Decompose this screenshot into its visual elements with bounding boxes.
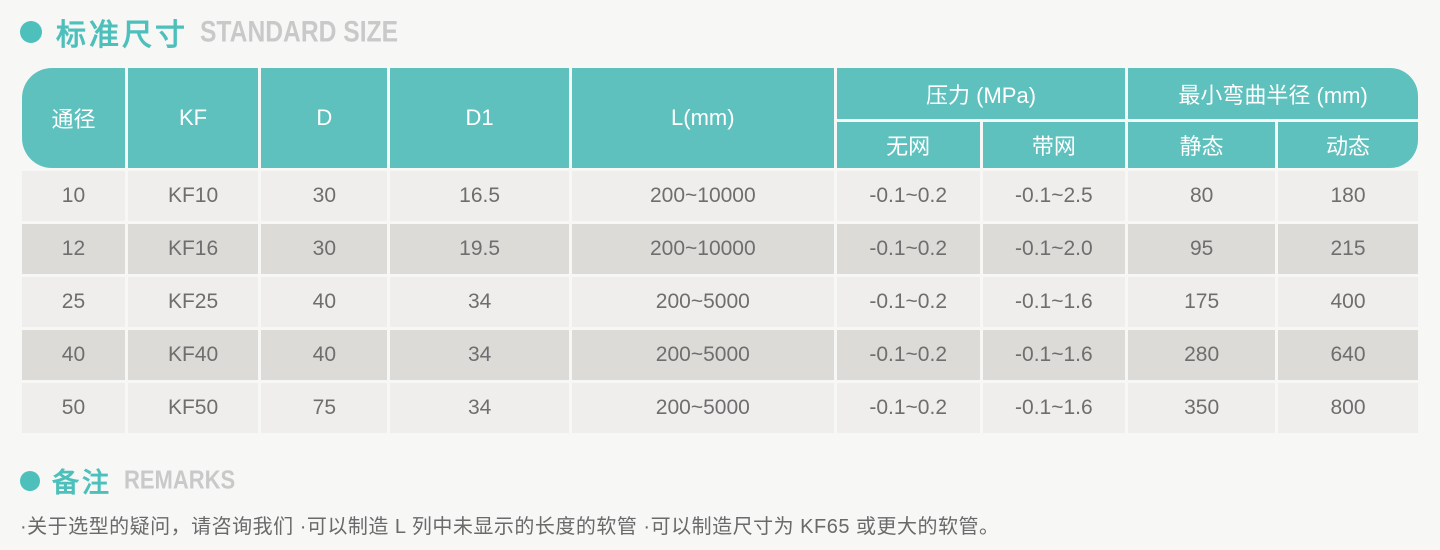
cell-d1: 19.5 <box>390 224 569 274</box>
cell-bend-static: 175 <box>1128 277 1276 327</box>
header-group-min-bend-radius: 最小弯曲半径 (mm) <box>1128 68 1418 119</box>
cell-bend-static: 95 <box>1128 224 1276 274</box>
cell-d: 30 <box>261 224 388 274</box>
cell-pressure-with-mesh: -0.1~2.5 <box>982 171 1126 221</box>
header-diameter: 通径 <box>22 68 125 168</box>
cell-l: 200~5000 <box>571 277 834 327</box>
header-kf: KF <box>127 68 259 168</box>
table-row: 25 KF25 40 34 200~5000 -0.1~0.2 -0.1~1.6… <box>22 277 1418 327</box>
cell-l: 200~5000 <box>571 330 834 380</box>
cell-diameter: 40 <box>22 330 125 380</box>
header-l: L(mm) <box>571 68 834 168</box>
cell-bend-dynamic: 400 <box>1278 277 1418 327</box>
cell-kf: KF16 <box>127 224 259 274</box>
cell-diameter: 50 <box>22 383 125 433</box>
cell-pressure-with-mesh: -0.1~1.6 <box>982 330 1126 380</box>
remarks-note: ·关于选型的疑问，请咨询我们 ·可以制造 L 列中未显示的长度的软管 ·可以制造… <box>20 516 1000 538</box>
cell-l: 200~5000 <box>571 383 834 433</box>
cell-l: 200~10000 <box>571 224 834 274</box>
header-group-pressure: 压力 (MPa) <box>836 68 1126 119</box>
header-no-mesh: 无网 <box>836 122 980 168</box>
cell-d1: 34 <box>390 277 569 327</box>
cell-d: 30 <box>261 171 388 221</box>
cell-d: 40 <box>261 277 388 327</box>
cell-bend-static: 280 <box>1128 330 1276 380</box>
cell-d: 75 <box>261 383 388 433</box>
cell-d1: 34 <box>390 383 569 433</box>
cell-d: 40 <box>261 330 388 380</box>
cell-pressure-no-mesh: -0.1~0.2 <box>836 330 980 380</box>
cell-pressure-no-mesh: -0.1~0.2 <box>836 277 980 327</box>
standard-size-title-zh: 标准尺寸 <box>56 19 188 52</box>
remarks-heading: 备注 REMARKS <box>0 461 1440 500</box>
cell-bend-static: 350 <box>1128 383 1276 433</box>
cell-bend-dynamic: 800 <box>1278 383 1418 433</box>
cell-diameter: 10 <box>22 171 125 221</box>
cell-kf: KF50 <box>127 383 259 433</box>
cell-bend-dynamic: 640 <box>1278 330 1418 380</box>
table-row: 10 KF10 30 16.5 200~10000 -0.1~0.2 -0.1~… <box>22 171 1418 221</box>
cell-pressure-with-mesh: -0.1~1.6 <box>982 383 1126 433</box>
header-static: 静态 <box>1128 122 1276 168</box>
cell-bend-dynamic: 180 <box>1278 171 1418 221</box>
standard-size-heading: 标准尺寸 STANDARD SIZE <box>0 0 1440 54</box>
header-with-mesh: 带网 <box>982 122 1126 168</box>
standard-size-title-en: STANDARD SIZE <box>200 15 399 48</box>
cell-kf: KF40 <box>127 330 259 380</box>
bullet-icon <box>20 21 42 43</box>
table-row: 12 KF16 30 19.5 200~10000 -0.1~0.2 -0.1~… <box>22 224 1418 274</box>
remarks-title-zh: 备注 <box>52 468 112 498</box>
standard-size-table: 通径 KF D D1 L(mm) 压力 (MPa) 最小弯曲半径 (mm) 无网… <box>19 65 1421 436</box>
table-row: 40 KF40 40 34 200~5000 -0.1~0.2 -0.1~1.6… <box>22 330 1418 380</box>
cell-diameter: 25 <box>22 277 125 327</box>
cell-pressure-no-mesh: -0.1~0.2 <box>836 224 980 274</box>
cell-pressure-no-mesh: -0.1~0.2 <box>836 171 980 221</box>
cell-pressure-with-mesh: -0.1~2.0 <box>982 224 1126 274</box>
header-dynamic: 动态 <box>1278 122 1418 168</box>
table-row: 50 KF50 75 34 200~5000 -0.1~0.2 -0.1~1.6… <box>22 383 1418 433</box>
cell-bend-dynamic: 215 <box>1278 224 1418 274</box>
cell-pressure-no-mesh: -0.1~0.2 <box>836 383 980 433</box>
header-d: D <box>261 68 388 168</box>
header-d1: D1 <box>390 68 569 168</box>
bullet-icon <box>20 470 40 491</box>
cell-d1: 34 <box>390 330 569 380</box>
remarks-title-en: REMARKS <box>124 465 236 495</box>
cell-l: 200~10000 <box>571 171 834 221</box>
cell-kf: KF10 <box>127 171 259 221</box>
cell-bend-static: 80 <box>1128 171 1276 221</box>
cell-d1: 16.5 <box>390 171 569 221</box>
cell-diameter: 12 <box>22 224 125 274</box>
cell-pressure-with-mesh: -0.1~1.6 <box>982 277 1126 327</box>
cell-kf: KF25 <box>127 277 259 327</box>
